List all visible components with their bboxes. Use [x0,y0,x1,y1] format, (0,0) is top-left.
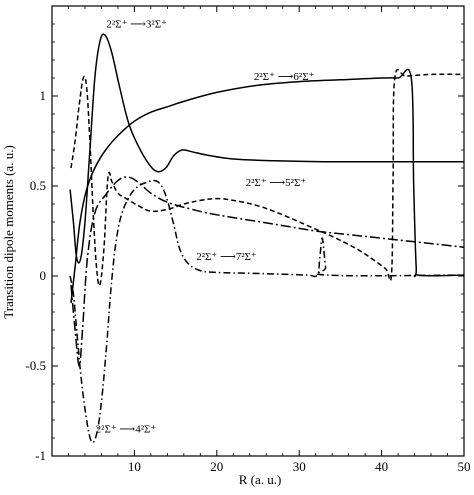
x-tick-label: 30 [293,459,306,474]
y-tick-label: 0.5 [30,178,46,193]
y-tick-label: -0.5 [25,358,46,373]
series-line-0 [69,33,464,264]
y-axis-label: Transition dipole moments (a. u.) [1,145,16,319]
y-tick-label: 1 [40,88,47,103]
x-tick-label: 50 [458,459,471,474]
transition-annotation: 2²Σ⁺ ⟶3²Σ⁺ [106,19,167,31]
series-line-3 [69,179,464,444]
x-tick-label: 40 [375,459,388,474]
y-tick-label: -1 [35,448,46,463]
plot-frame [51,5,465,457]
transition-annotation: 2²Σ⁺ ⟶6²Σ⁺ [254,71,315,83]
transition-annotation: 2²Σ⁺ ⟶7²Σ⁺ [196,251,257,263]
x-tick-label: 20 [210,459,223,474]
y-tick-label: 0 [40,268,47,283]
transition-annotation: 2²Σ⁺ ⟶5²Σ⁺ [246,177,307,189]
x-axis-label: R (a. u.) [239,472,282,487]
series-line-4 [70,176,464,367]
transition-annotation: 2²Σ⁺ ⟶4²Σ⁺ [96,424,157,436]
x-tick-label: 10 [128,459,141,474]
